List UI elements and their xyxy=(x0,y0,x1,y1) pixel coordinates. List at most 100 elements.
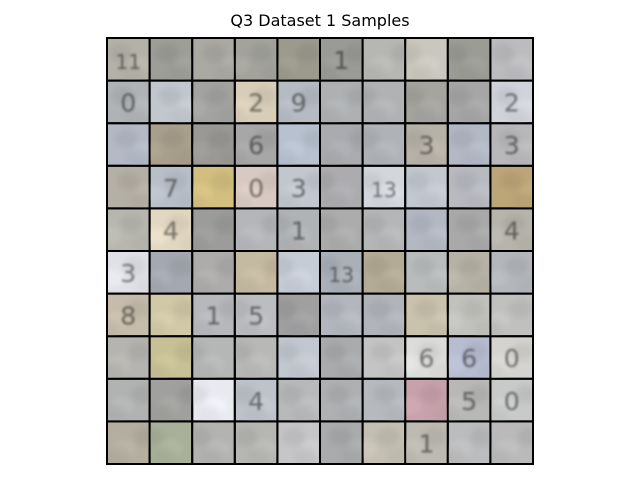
sample-tile xyxy=(150,337,192,378)
sample-tile xyxy=(406,379,447,421)
sample-tile xyxy=(150,39,192,80)
sample-tile xyxy=(406,294,447,336)
sample-tile: 1 xyxy=(321,39,362,80)
sample-tile xyxy=(406,166,447,208)
sample-digit: 0 xyxy=(120,89,136,118)
sample-tile xyxy=(321,422,362,463)
sample-tile xyxy=(448,209,490,250)
sample-digit: 3 xyxy=(291,174,307,203)
sample-tile xyxy=(150,294,192,336)
sample-tile xyxy=(406,209,447,250)
sample-tile xyxy=(108,166,149,208)
sample-tile xyxy=(150,379,192,421)
sample-tile xyxy=(363,337,405,378)
sample-digit: 3 xyxy=(120,259,136,288)
sample-tile: 1 xyxy=(193,294,234,336)
sample-digit: 1 xyxy=(418,429,434,458)
sample-tile: 0 xyxy=(491,379,532,421)
sample-digit: 0 xyxy=(504,344,520,373)
sample-tile xyxy=(193,379,234,421)
sample-tile: 0 xyxy=(235,166,277,208)
sample-tile: 3 xyxy=(108,252,149,293)
sample-tile xyxy=(193,209,234,250)
sample-grid: 11 10 2 9 26 3 37 0 3 134 1 43 138 1 56 6 04 5 01 xyxy=(108,39,532,463)
sample-tile: 6 xyxy=(406,337,447,378)
sample-tile xyxy=(363,379,405,421)
sample-tile xyxy=(406,81,447,123)
sample-tile xyxy=(278,337,319,378)
sample-digit: 13 xyxy=(328,263,354,287)
sample-tile xyxy=(108,337,149,378)
sample-tile xyxy=(363,81,405,123)
sample-tile xyxy=(448,422,490,463)
sample-tile xyxy=(363,422,405,463)
sample-tile xyxy=(321,337,362,378)
sample-digit: 0 xyxy=(248,174,264,203)
sample-tile: 0 xyxy=(108,81,149,123)
sample-tile xyxy=(278,422,319,463)
sample-tile xyxy=(448,81,490,123)
sample-tile: 8 xyxy=(108,294,149,336)
sample-tile xyxy=(235,39,277,80)
sample-tile xyxy=(235,209,277,250)
sample-tile xyxy=(363,39,405,80)
sample-tile xyxy=(278,124,319,165)
sample-tile xyxy=(363,124,405,165)
sample-tile xyxy=(278,252,319,293)
sample-tile xyxy=(235,422,277,463)
sample-tile xyxy=(150,422,192,463)
sample-tile: 4 xyxy=(235,379,277,421)
sample-tile xyxy=(321,124,362,165)
sample-tile xyxy=(448,252,490,293)
sample-tile xyxy=(108,422,149,463)
sample-tile xyxy=(150,124,192,165)
sample-tile xyxy=(193,337,234,378)
sample-tile: 2 xyxy=(235,81,277,123)
sample-tile xyxy=(363,209,405,250)
sample-tile xyxy=(491,39,532,80)
sample-tile xyxy=(321,209,362,250)
sample-tile xyxy=(491,422,532,463)
sample-tile xyxy=(321,81,362,123)
sample-digit: 11 xyxy=(115,50,141,74)
sample-tile: 4 xyxy=(491,209,532,250)
sample-digit: 5 xyxy=(248,302,264,331)
sample-digit: 3 xyxy=(504,131,520,160)
sample-digit: 1 xyxy=(205,302,221,331)
sample-tile xyxy=(448,166,490,208)
sample-tile: 11 xyxy=(108,39,149,80)
sample-tile: 5 xyxy=(235,294,277,336)
sample-tile: 7 xyxy=(150,166,192,208)
sample-tile xyxy=(278,39,319,80)
sample-digit: 2 xyxy=(248,89,264,118)
figure-title: Q3 Dataset 1 Samples xyxy=(230,11,410,30)
sample-tile xyxy=(278,379,319,421)
sample-tile: 3 xyxy=(406,124,447,165)
sample-tile xyxy=(193,39,234,80)
sample-tile: 2 xyxy=(491,81,532,123)
sample-tile xyxy=(363,252,405,293)
sample-tile: 1 xyxy=(278,209,319,250)
sample-tile: 3 xyxy=(278,166,319,208)
sample-tile xyxy=(108,379,149,421)
sample-tile xyxy=(491,166,532,208)
sample-digit: 1 xyxy=(333,46,349,75)
sample-tile xyxy=(193,166,234,208)
sample-digit: 4 xyxy=(163,216,179,245)
sample-tile xyxy=(150,81,192,123)
sample-tile: 5 xyxy=(448,379,490,421)
sample-tile: 6 xyxy=(235,124,277,165)
sample-digit: 13 xyxy=(371,178,397,202)
sample-digit: 6 xyxy=(418,344,434,373)
sample-digit: 4 xyxy=(504,216,520,245)
sample-tile xyxy=(150,252,192,293)
sample-tile xyxy=(108,124,149,165)
sample-tile xyxy=(406,39,447,80)
sample-tile xyxy=(363,294,405,336)
sample-tile: 13 xyxy=(321,252,362,293)
sample-tile xyxy=(278,294,319,336)
sample-tile xyxy=(321,294,362,336)
sample-digit: 0 xyxy=(504,387,520,416)
sample-tile xyxy=(491,294,532,336)
sample-tile: 0 xyxy=(491,337,532,378)
